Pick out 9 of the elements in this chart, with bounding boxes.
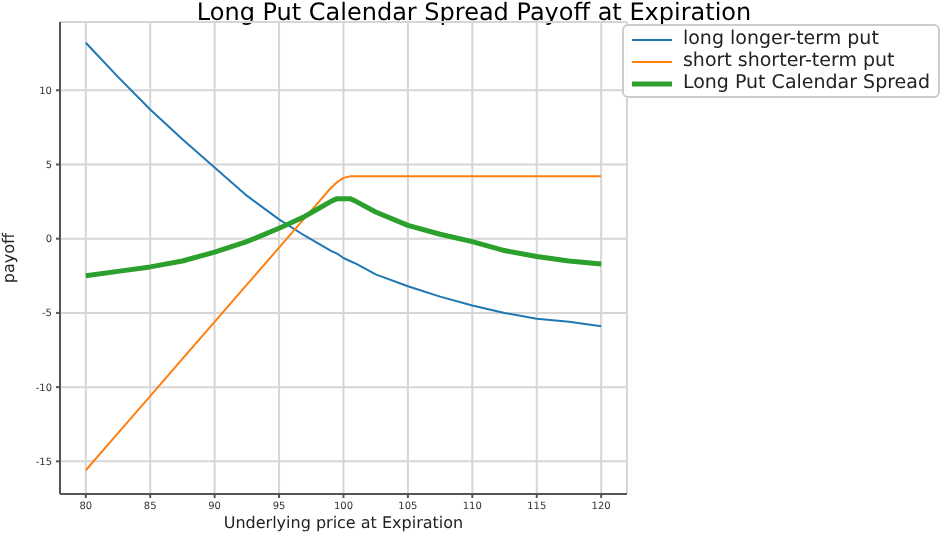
x-axis-title: Underlying price at Expiration: [223, 514, 464, 532]
legend-label: long longer-term put: [682, 28, 879, 50]
line-series: [83, 196, 604, 279]
legend-label: Long Put Calendar Spread: [682, 72, 930, 94]
y-axis-title: payoff: [0, 231, 18, 284]
line-series: [84, 175, 603, 472]
legend-label: short shorter-term put: [682, 50, 895, 72]
chart-title: Long Put Calendar Spread Payoff at Expiration: [194, 0, 754, 26]
line-series: [84, 41, 603, 328]
